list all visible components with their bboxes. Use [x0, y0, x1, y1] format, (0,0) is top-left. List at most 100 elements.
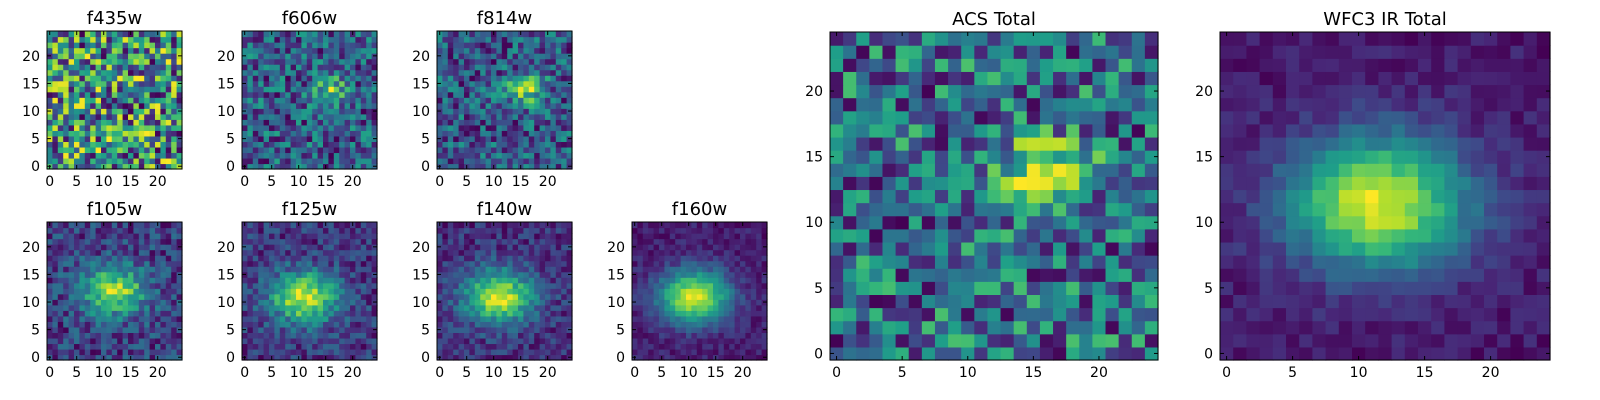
heatmap-cell: [263, 124, 270, 131]
heatmap-cell: [437, 293, 443, 300]
heatmap-cell: [79, 315, 86, 322]
heatmap-cell: [339, 266, 346, 273]
heatmap-cell: [171, 80, 178, 87]
heatmap-cell: [539, 36, 546, 43]
heatmap-cell: [290, 75, 297, 82]
heatmap-cell: [333, 108, 340, 115]
heatmap-cell: [566, 266, 573, 273]
heatmap-cell: [111, 304, 118, 311]
heatmap-cell: [669, 310, 676, 317]
heatmap-cell: [723, 233, 730, 240]
heatmap-cell: [242, 86, 248, 93]
heatmap-cell: [90, 64, 97, 71]
heatmap-cell: [47, 130, 53, 137]
heatmap-cell: [111, 146, 118, 154]
heatmap-cell: [79, 157, 86, 165]
heatmap-cell: [101, 119, 107, 126]
heatmap-cell: [642, 260, 649, 267]
heatmap-cell: [948, 333, 962, 348]
heatmap-cell: [501, 304, 508, 311]
heatmap-cell: [480, 157, 487, 165]
heatmap-cell: [458, 80, 465, 87]
y-tick-label: 15: [412, 76, 430, 92]
heatmap-cell: [57, 260, 64, 267]
heatmap-cell: [464, 119, 470, 126]
heatmap-cell: [84, 42, 91, 49]
heatmap-cell: [921, 228, 936, 243]
heatmap-cell: [545, 58, 551, 65]
heatmap-cell: [285, 80, 292, 87]
heatmap-cell: [659, 326, 665, 333]
heatmap-cell: [659, 310, 665, 317]
heatmap-cell: [285, 222, 292, 229]
heatmap-cell: [52, 266, 59, 273]
heatmap-cell: [555, 249, 562, 256]
heatmap-cell: [74, 348, 80, 356]
heatmap-cell: [366, 80, 373, 87]
heatmap-cell: [122, 222, 129, 229]
heatmap-cell: [155, 238, 161, 245]
heatmap-cell: [155, 288, 161, 295]
heatmap-cell: [669, 255, 676, 262]
heatmap-cell: [263, 282, 270, 289]
heatmap-cell: [63, 282, 70, 289]
heatmap-cell: [745, 222, 752, 229]
heatmap-cell: [290, 255, 297, 262]
heatmap-cell: [138, 354, 145, 361]
heatmap-cell: [242, 102, 248, 109]
heatmap-cell: [344, 238, 351, 245]
heatmap-cell: [285, 337, 292, 345]
heatmap-cell: [149, 124, 156, 131]
heatmap-cell: [79, 332, 86, 339]
panel-title: f105w: [87, 199, 142, 220]
heatmap-cell: [480, 113, 487, 120]
heatmap-cell: [328, 69, 335, 76]
heatmap-cell: [648, 249, 655, 256]
heatmap-cell: [447, 97, 454, 104]
heatmap-cell: [566, 86, 573, 93]
heatmap-cell: [729, 249, 736, 256]
heatmap-cell: [895, 189, 910, 204]
heatmap-cell: [333, 36, 340, 43]
heatmap-cell: [523, 58, 530, 65]
heatmap-cell: [1066, 333, 1080, 348]
heatmap-cell: [534, 108, 541, 115]
heatmap-cell: [360, 53, 367, 60]
heatmap-cell: [355, 348, 362, 356]
heatmap-cell: [101, 271, 107, 278]
heatmap-cell: [723, 343, 730, 350]
heatmap-cell: [360, 332, 367, 339]
heatmap-cell: [52, 271, 59, 278]
heatmap-cell: [160, 152, 167, 159]
heatmap-cell: [79, 47, 86, 54]
heatmap-cell: [442, 348, 449, 356]
heatmap-cell: [750, 244, 757, 251]
heatmap-cell: [63, 348, 70, 356]
heatmap-cell: [274, 271, 281, 278]
heatmap-cell: [948, 189, 962, 204]
heatmap-cell: [279, 113, 286, 120]
heatmap-cell: [507, 222, 514, 229]
heatmap-cell: [339, 141, 346, 148]
heatmap-cell: [756, 343, 763, 350]
heatmap-cell: [171, 31, 178, 38]
heatmap-cell: [176, 227, 183, 234]
heatmap-cell: [52, 282, 59, 289]
heatmap-cell: [269, 233, 275, 240]
heatmap-cell: [869, 163, 884, 177]
heatmap-cell: [252, 282, 259, 289]
heatmap-cell: [458, 299, 465, 306]
heatmap-cell: [534, 244, 541, 251]
heatmap-cell: [948, 268, 962, 282]
heatmap-cell: [555, 124, 562, 131]
heatmap-cell: [675, 249, 682, 256]
heatmap-cell: [740, 266, 746, 273]
heatmap-cell: [1026, 163, 1041, 177]
heatmap-cell: [1053, 333, 1067, 348]
heatmap-cell: [117, 47, 124, 54]
heatmap-cell: [57, 80, 64, 87]
heatmap-cell: [637, 354, 644, 361]
heatmap-cell: [333, 31, 340, 38]
heatmap-cell: [718, 293, 725, 300]
heatmap-cell: [301, 271, 308, 278]
